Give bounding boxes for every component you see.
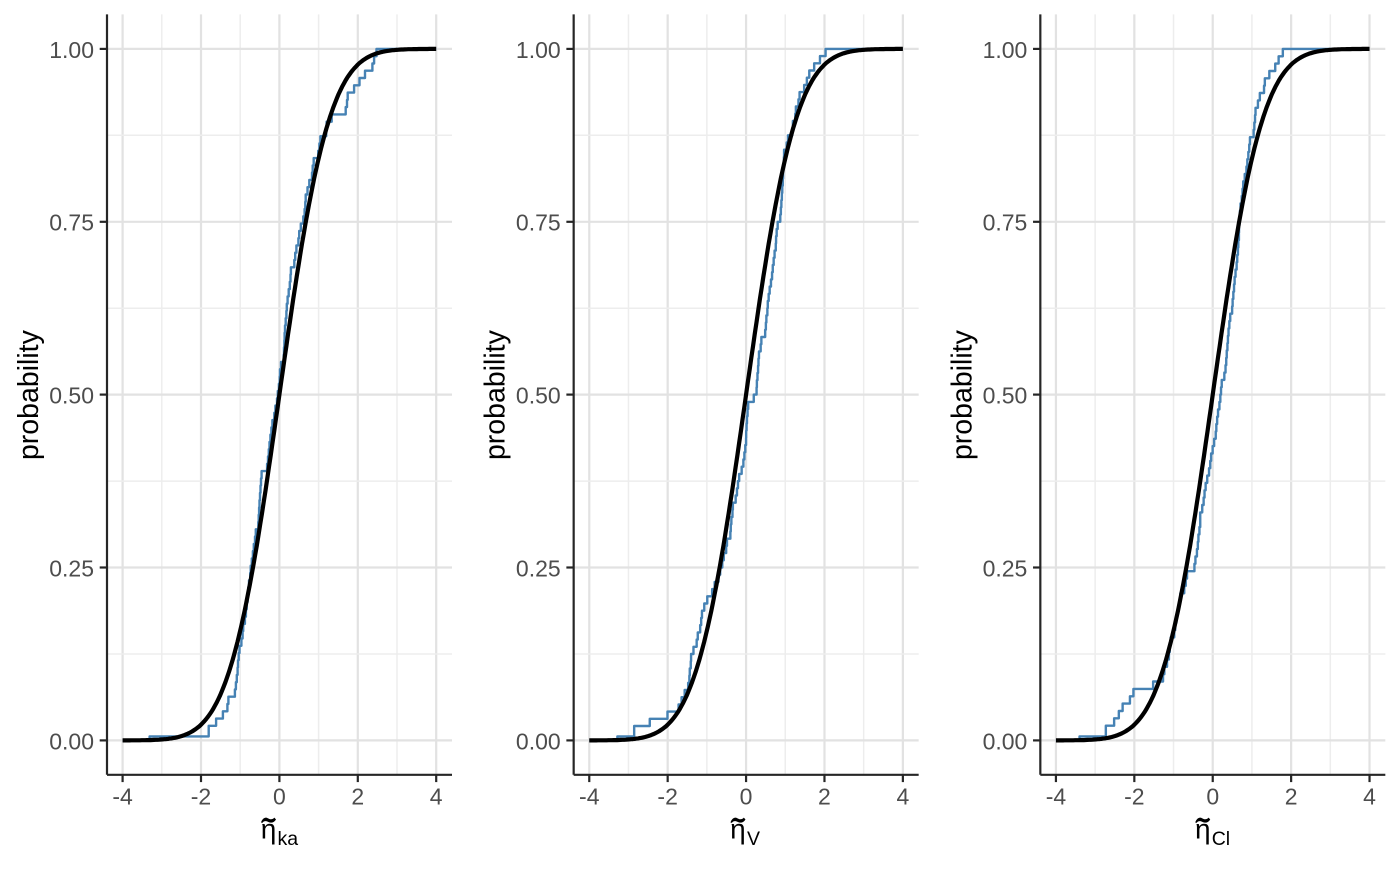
svg-text:0: 0	[1206, 784, 1219, 810]
svg-text:-2: -2	[657, 784, 677, 810]
svg-text:2: 2	[1285, 784, 1298, 810]
svg-text:-2: -2	[191, 784, 211, 810]
svg-text:1.00: 1.00	[983, 37, 1028, 63]
svg-text:0: 0	[740, 784, 753, 810]
svg-text:0.50: 0.50	[983, 383, 1028, 409]
svg-text:0.75: 0.75	[49, 210, 94, 236]
svg-text:4: 4	[1363, 784, 1376, 810]
svg-text:4: 4	[896, 784, 909, 810]
svg-text:2: 2	[351, 784, 364, 810]
svg-text:0.25: 0.25	[49, 555, 94, 581]
svg-text:0.25: 0.25	[516, 555, 561, 581]
svg-text:0.00: 0.00	[983, 728, 1028, 754]
svg-text:V: V	[747, 828, 760, 850]
svg-text:probability: probability	[480, 329, 512, 460]
svg-text:probability: probability	[13, 329, 45, 460]
svg-text:1.00: 1.00	[49, 37, 94, 63]
svg-text:0.75: 0.75	[516, 210, 561, 236]
svg-text:0.00: 0.00	[49, 728, 94, 754]
svg-text:-4: -4	[1046, 784, 1067, 810]
svg-text:2: 2	[818, 784, 831, 810]
svg-text:0.75: 0.75	[983, 210, 1028, 236]
svg-text:0.50: 0.50	[49, 383, 94, 409]
svg-text:probability: probability	[946, 329, 978, 460]
svg-text:1.00: 1.00	[516, 37, 561, 63]
svg-text:0.50: 0.50	[516, 383, 561, 409]
svg-text:-4: -4	[112, 784, 133, 810]
svg-text:-4: -4	[579, 784, 600, 810]
svg-text:0: 0	[273, 784, 286, 810]
svg-text:4: 4	[430, 784, 443, 810]
svg-text:Cl: Cl	[1212, 828, 1230, 850]
svg-text:ka: ka	[278, 828, 299, 850]
svg-text:-2: -2	[1124, 784, 1144, 810]
svg-text:0.25: 0.25	[983, 555, 1028, 581]
svg-text:0.00: 0.00	[516, 728, 561, 754]
